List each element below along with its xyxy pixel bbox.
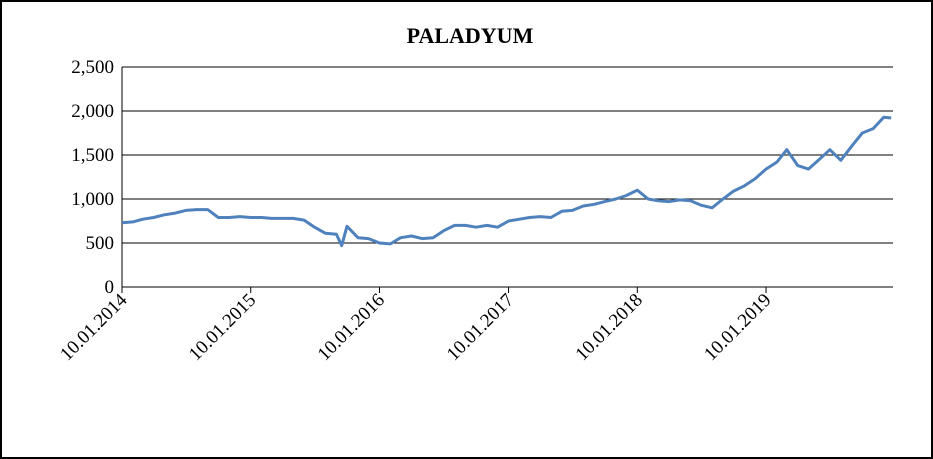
y-tick-label: 2,500 — [71, 57, 114, 78]
y-tick-label: 1,000 — [71, 189, 114, 210]
chart-title: PALADYUM — [407, 23, 534, 48]
data-line — [121, 115, 892, 248]
y-tick-label: 0 — [105, 277, 115, 298]
y-tick-label: 2,000 — [71, 101, 114, 122]
y-tick-label: 1,500 — [71, 145, 114, 166]
y-tick-label: 500 — [86, 233, 115, 254]
